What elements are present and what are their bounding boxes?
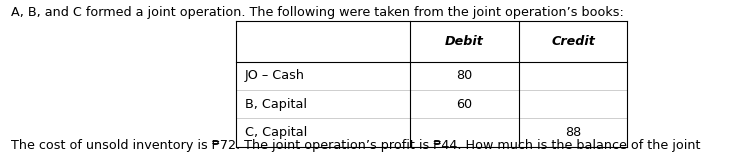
Text: 88: 88 xyxy=(565,126,581,139)
Text: C, Capital: C, Capital xyxy=(244,126,307,139)
Text: B, Capital: B, Capital xyxy=(244,98,306,111)
Text: A, B, and C formed a joint operation. The following were taken from the joint op: A, B, and C formed a joint operation. Th… xyxy=(11,6,624,19)
Text: JO – Cash: JO – Cash xyxy=(244,69,305,82)
Text: The cost of unsold inventory is ₱72. The joint operation’s profit is ₱44. How mu: The cost of unsold inventory is ₱72. The… xyxy=(11,139,701,152)
Text: Debit: Debit xyxy=(445,35,484,47)
Text: Credit: Credit xyxy=(551,35,595,47)
Text: 60: 60 xyxy=(457,98,472,111)
Text: 80: 80 xyxy=(456,69,472,82)
